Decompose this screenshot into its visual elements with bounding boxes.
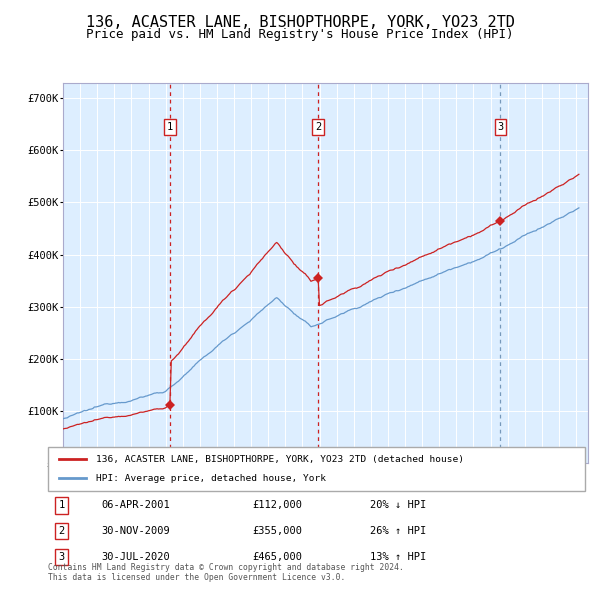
Text: £465,000: £465,000 <box>252 552 302 562</box>
Text: 26% ↑ HPI: 26% ↑ HPI <box>370 526 427 536</box>
Text: 30-NOV-2009: 30-NOV-2009 <box>102 526 170 536</box>
Text: Contains HM Land Registry data © Crown copyright and database right 2024.
This d: Contains HM Land Registry data © Crown c… <box>48 563 404 582</box>
Text: 2: 2 <box>58 526 65 536</box>
Text: 3: 3 <box>497 122 503 132</box>
Text: 1: 1 <box>58 500 65 510</box>
Text: 3: 3 <box>58 552 65 562</box>
Text: 136, ACASTER LANE, BISHOPTHORPE, YORK, YO23 2TD (detached house): 136, ACASTER LANE, BISHOPTHORPE, YORK, Y… <box>97 454 464 464</box>
Text: 136, ACASTER LANE, BISHOPTHORPE, YORK, YO23 2TD: 136, ACASTER LANE, BISHOPTHORPE, YORK, Y… <box>86 15 514 30</box>
Text: HPI: Average price, detached house, York: HPI: Average price, detached house, York <box>97 474 326 483</box>
Text: Price paid vs. HM Land Registry's House Price Index (HPI): Price paid vs. HM Land Registry's House … <box>86 28 514 41</box>
Text: 2: 2 <box>315 122 321 132</box>
Text: 1: 1 <box>167 122 173 132</box>
Text: £112,000: £112,000 <box>252 500 302 510</box>
Text: 13% ↑ HPI: 13% ↑ HPI <box>370 552 427 562</box>
Text: £355,000: £355,000 <box>252 526 302 536</box>
Text: 20% ↓ HPI: 20% ↓ HPI <box>370 500 427 510</box>
Text: 06-APR-2001: 06-APR-2001 <box>102 500 170 510</box>
Text: 30-JUL-2020: 30-JUL-2020 <box>102 552 170 562</box>
